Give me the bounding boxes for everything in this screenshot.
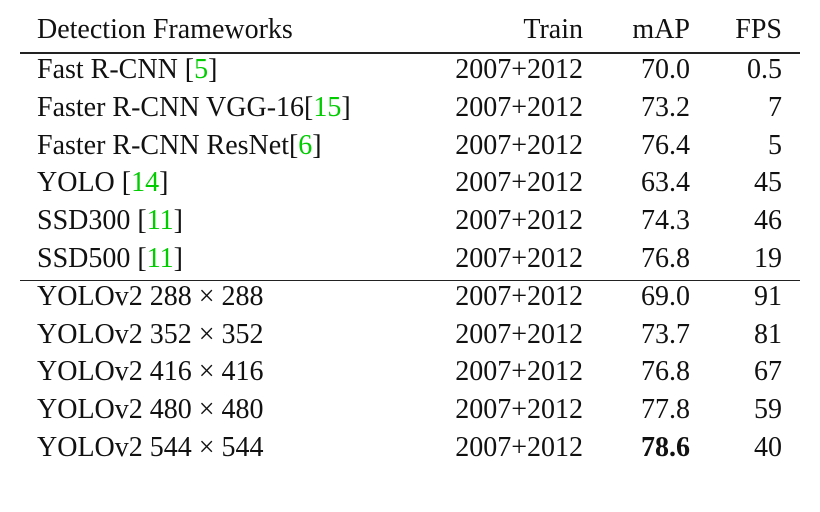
citation-link: 11 <box>146 205 174 237</box>
fps-cell: 40 <box>754 432 782 463</box>
framework-text: ] <box>173 243 183 274</box>
fps-cell: 81 <box>754 318 782 350</box>
framework-text: ] <box>173 205 183 237</box>
framework-cell: Faster R-CNN ResNet[6] <box>37 129 322 163</box>
framework-text: YOLO [ <box>37 167 132 199</box>
map-cell: 76.8 <box>641 356 690 388</box>
framework-text: YOLOv2 352 × 352 <box>37 318 264 350</box>
fps-cell: 59 <box>754 394 782 426</box>
map-cell: 74.3 <box>641 205 690 237</box>
map-cell: 76.4 <box>641 129 690 161</box>
framework-text: YOLOv2 288 × 288 <box>37 280 264 312</box>
fps-cell: 7 <box>768 91 782 123</box>
framework-text: ] <box>159 167 169 199</box>
map-cell: 77.8 <box>641 394 690 426</box>
map-cell: 78.6 <box>641 432 690 463</box>
header-cell: Train <box>523 14 583 45</box>
framework-text: Fast R-CNN [ <box>37 54 195 85</box>
fps-cell: 67 <box>754 356 782 388</box>
train-cell: 2007+2012 <box>455 318 583 350</box>
framework-cell: SSD500 [11] <box>37 242 183 276</box>
framework-cell: YOLOv2 544 × 544 <box>37 431 264 465</box>
framework-text: ] <box>312 129 322 161</box>
header-cell: Detection Frameworks <box>37 14 293 45</box>
framework-text: YOLOv2 544 × 544 <box>37 432 264 463</box>
framework-text: ] <box>341 91 351 123</box>
map-cell: 69.0 <box>641 280 690 312</box>
fps-cell: 5 <box>768 129 782 161</box>
train-cell: 2007+2012 <box>455 54 583 85</box>
framework-text: ] <box>208 54 218 85</box>
framework-cell: YOLOv2 352 × 352 <box>37 318 264 352</box>
train-cell: 2007+2012 <box>455 394 583 426</box>
rule <box>20 279 800 282</box>
map-cell: 63.4 <box>641 167 690 199</box>
train-cell: 2007+2012 <box>455 205 583 237</box>
train-cell: 2007+2012 <box>455 243 583 274</box>
rule <box>20 52 800 54</box>
framework-text: SSD300 [ <box>37 205 147 237</box>
citation-link: 15 <box>313 91 342 123</box>
framework-text: Faster R-CNN VGG-16[ <box>37 91 314 123</box>
framework-text: YOLOv2 480 × 480 <box>37 394 264 426</box>
framework-cell: YOLOv2 416 × 416 <box>37 355 264 389</box>
train-cell: 2007+2012 <box>455 91 583 123</box>
framework-text: YOLOv2 416 × 416 <box>37 356 264 388</box>
framework-cell: YOLOv2 288 × 288 <box>37 280 264 314</box>
citation-link: 6 <box>298 129 313 161</box>
map-cell: 76.8 <box>641 243 690 274</box>
citation-link: 5 <box>194 54 209 85</box>
map-cell: 73.7 <box>641 318 690 350</box>
header-cell: mAP <box>632 14 690 45</box>
header-cell: FPS <box>735 14 782 45</box>
framework-text: SSD500 [ <box>37 243 147 274</box>
citation-link: 11 <box>146 243 174 274</box>
train-cell: 2007+2012 <box>455 280 583 312</box>
fps-cell: 46 <box>754 205 782 237</box>
map-cell: 73.2 <box>641 91 690 123</box>
fps-cell: 19 <box>754 243 782 274</box>
framework-cell: Fast R-CNN [5] <box>37 53 217 87</box>
train-cell: 2007+2012 <box>455 356 583 388</box>
framework-cell: YOLO [14] <box>37 166 168 200</box>
citation-link: 14 <box>131 167 160 199</box>
fps-cell: 0.5 <box>747 54 782 85</box>
fps-cell: 45 <box>754 167 782 199</box>
train-cell: 2007+2012 <box>455 432 583 463</box>
framework-cell: Faster R-CNN VGG-16[15] <box>37 91 351 125</box>
fps-cell: 91 <box>754 280 782 312</box>
map-cell: 70.0 <box>641 54 690 85</box>
framework-cell: SSD300 [11] <box>37 204 183 238</box>
framework-cell: YOLOv2 480 × 480 <box>37 393 264 427</box>
train-cell: 2007+2012 <box>455 129 583 161</box>
framework-text: Faster R-CNN ResNet[ <box>37 129 299 161</box>
train-cell: 2007+2012 <box>455 167 583 199</box>
